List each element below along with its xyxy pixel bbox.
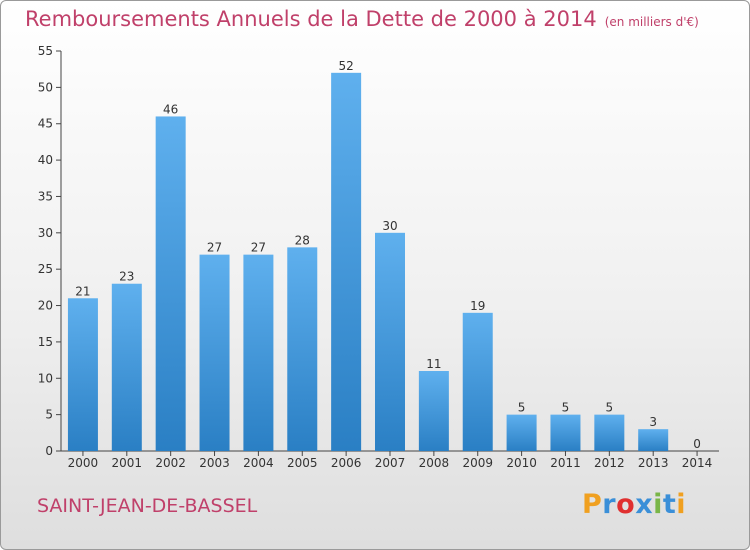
bar-2001 <box>111 283 142 451</box>
y-tick-label: 30 <box>38 226 53 240</box>
x-tick-label: 2008 <box>419 456 450 470</box>
x-tick-label: 2004 <box>243 456 274 470</box>
x-tick-label: 2007 <box>375 456 406 470</box>
logo-letter: o <box>616 489 636 520</box>
x-tick-label: 2012 <box>594 456 625 470</box>
bar-2004 <box>243 254 274 451</box>
logo-letter: i <box>676 489 687 520</box>
value-label-2007: 30 <box>382 219 397 233</box>
value-label-2010: 5 <box>518 401 526 415</box>
value-label-2000: 21 <box>75 284 90 298</box>
x-tick-label: 2002 <box>155 456 186 470</box>
y-tick-label: 5 <box>45 408 53 422</box>
y-tick-label: 15 <box>38 335 53 349</box>
y-tick-label: 20 <box>38 299 53 313</box>
proxiti-logo: Proxiti <box>582 489 686 520</box>
x-tick-label: 2010 <box>506 456 537 470</box>
logo-letter: x <box>635 489 654 520</box>
bar-2012 <box>594 414 625 451</box>
y-tick-label: 40 <box>38 153 53 167</box>
y-tick-label: 25 <box>38 262 53 276</box>
y-tick-label: 35 <box>38 189 53 203</box>
logo-letter: P <box>582 489 603 520</box>
value-label-2005: 28 <box>295 233 310 247</box>
bar-2013 <box>638 429 669 451</box>
chart-title-row: Remboursements Annuels de la Dette de 20… <box>25 7 699 31</box>
x-tick-label: 2009 <box>462 456 493 470</box>
x-tick-label: 2013 <box>638 456 669 470</box>
y-tick-label: 45 <box>38 117 53 131</box>
x-tick-label: 2000 <box>68 456 99 470</box>
bar-2007 <box>375 232 405 451</box>
bar-2008 <box>418 371 449 451</box>
logo-letter: i <box>653 489 663 520</box>
value-label-2014: 0 <box>693 437 701 451</box>
value-label-2008: 11 <box>426 357 441 371</box>
value-label-2003: 27 <box>207 241 222 255</box>
chart-subtitle: (en milliers d'€) <box>604 15 699 29</box>
value-label-2001: 23 <box>119 270 134 284</box>
value-label-2012: 5 <box>606 401 614 415</box>
y-tick-label: 0 <box>45 444 53 458</box>
bar-2003 <box>199 254 230 451</box>
value-label-2004: 27 <box>251 241 266 255</box>
value-label-2002: 46 <box>163 102 178 116</box>
y-tick-label: 55 <box>38 44 53 58</box>
bar-2009 <box>462 312 493 451</box>
bar-2010 <box>506 414 537 451</box>
bar-2005 <box>287 247 318 451</box>
chart-title: Remboursements Annuels de la Dette de 20… <box>25 7 597 31</box>
x-tick-label: 2001 <box>112 456 143 470</box>
value-label-2011: 5 <box>562 401 570 415</box>
x-tick-label: 2005 <box>287 456 318 470</box>
value-label-2006: 52 <box>338 59 353 73</box>
commune-name: SAINT-JEAN-DE-BASSEL <box>37 495 258 517</box>
logo-letter: r <box>602 489 617 520</box>
bar-2011 <box>550 414 581 451</box>
logo-letter: t <box>662 489 677 520</box>
bar-2006 <box>331 72 362 452</box>
y-tick-label: 50 <box>38 80 53 94</box>
x-tick-label: 2011 <box>550 456 581 470</box>
value-label-2009: 19 <box>470 299 485 313</box>
bar-2000 <box>67 298 98 451</box>
bar-2002 <box>155 116 186 452</box>
y-tick-label: 10 <box>38 371 53 385</box>
x-tick-label: 2006 <box>331 456 362 470</box>
value-label-2013: 3 <box>649 415 657 429</box>
x-tick-label: 2003 <box>199 456 230 470</box>
x-tick-label: 2014 <box>682 456 713 470</box>
